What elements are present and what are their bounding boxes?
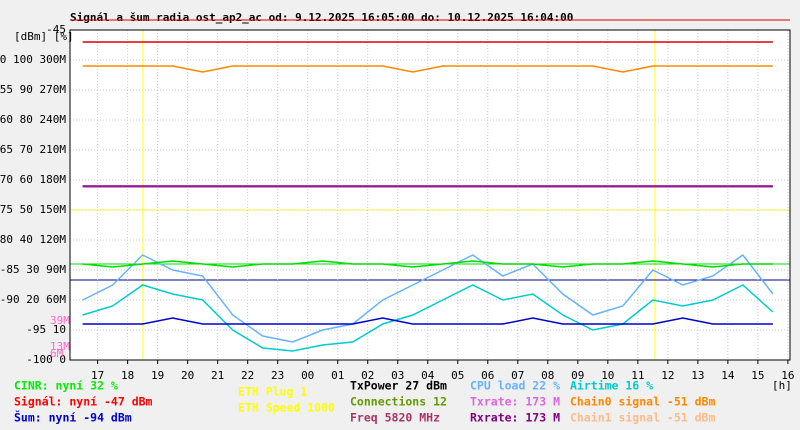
x-tick-label: 21 [211, 369, 224, 382]
x-tick-label: 17 [91, 369, 104, 382]
legend-entry: Chain1 signal -51 dBm [570, 411, 715, 425]
x-unit: [h] [772, 379, 792, 392]
plot-area [70, 30, 790, 360]
x-tick-label: 14 [721, 369, 735, 382]
x-tick-label: 10 [601, 369, 614, 382]
chart-title: Signál a šum radia ost_ap2_ac od: 9.12.2… [70, 11, 573, 24]
x-tick-label: 22 [241, 369, 254, 382]
legend-entry: CPU load 22 % [470, 379, 560, 393]
series-line [82, 65, 773, 73]
x-tick-label: 23 [271, 369, 284, 382]
plot-frame [69, 29, 791, 361]
y-tick-label: -95 10 [26, 323, 66, 336]
series-line [82, 260, 773, 268]
x-tick-label: 05 [451, 369, 464, 382]
x-tick-label: 18 [121, 369, 134, 382]
legend-entry: Chain0 signal -51 dBm [570, 395, 715, 409]
y-tick-label: -65 70 210M [0, 143, 66, 156]
x-tick-label: 20 [181, 369, 194, 382]
legend-entry: Txrate: 173 M [470, 395, 560, 409]
annotation: 6M [50, 347, 64, 360]
legend-entry: CINR: nyní 32 % [14, 379, 118, 393]
legend-entry: Signál: nyní -47 dBm [14, 395, 153, 409]
y-tick-label: -85 30 90M [0, 263, 66, 276]
x-tick-label: 00 [301, 369, 314, 382]
x-tick-label: 15 [751, 369, 764, 382]
legend-entry: Connections 12 [350, 395, 447, 409]
x-tick-label: 02 [361, 369, 374, 382]
y-tick-label: -60 80 240M [0, 113, 66, 126]
x-tick-label: 12 [661, 369, 674, 382]
x-tick-label: 06 [481, 369, 494, 382]
axis-units: [dBm] [%] [14, 30, 74, 43]
x-tick-label: 01 [331, 369, 344, 382]
x-tick-label: 19 [151, 369, 164, 382]
x-tick-label: 03 [391, 369, 404, 382]
y-tick-label: -100 0 [26, 353, 66, 366]
y-tick-label: -80 40 120M [0, 233, 66, 246]
x-tick-label: 09 [571, 369, 584, 382]
x-tick-label: 13 [691, 369, 704, 382]
legend-entry: ETH Speed 1000 [238, 401, 335, 415]
legend-entry: TxPower 27 dBm [350, 379, 447, 393]
y-tick-label: -50 100 300M [0, 53, 66, 66]
legend-entry: ETH Plug 1 [238, 385, 307, 399]
y-tick-label: -90 20 60M [0, 293, 66, 306]
legend-entry: Šum: nyní -94 dBm [14, 410, 132, 425]
series-line [82, 284, 774, 352]
y-tick-label: -55 90 270M [0, 83, 66, 96]
legend-entry: Airtime 16 % [570, 379, 653, 393]
x-tick-label: 16 [781, 369, 794, 382]
y-tick-label: -45 [46, 23, 66, 36]
y-tick-label: -70 60 180M [0, 173, 66, 186]
x-tick-label: 08 [541, 369, 554, 382]
x-tick-label: 11 [631, 369, 644, 382]
annotation: 13M [50, 340, 70, 353]
x-tick-label: 04 [421, 369, 435, 382]
annotation: 39M [50, 314, 70, 327]
series-line [82, 317, 773, 325]
x-tick-label: 07 [511, 369, 524, 382]
y-tick-label: -75 50 150M [0, 203, 66, 216]
legend-entry: Rxrate: 173 M [470, 411, 560, 425]
legend-entry: Freq 5820 MHz [350, 411, 440, 425]
series-line [82, 253, 774, 343]
